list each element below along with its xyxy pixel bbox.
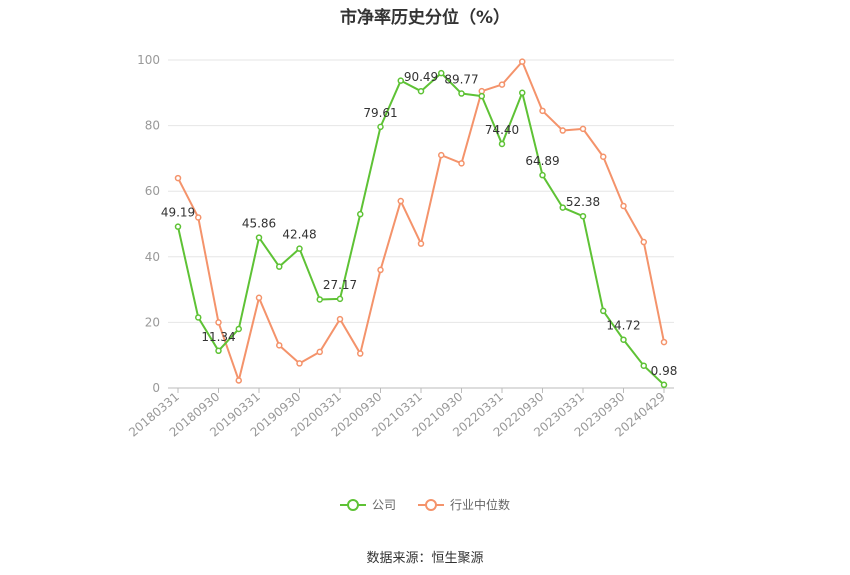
data-point-company: [519, 89, 526, 97]
legend-item-company[interactable]: 公司: [339, 496, 396, 513]
legend-item-industry[interactable]: 行业中位数: [418, 496, 510, 513]
data-label: 45.86: [242, 217, 276, 231]
data-point-company: [478, 92, 485, 100]
y-tick-label: 100: [137, 53, 160, 67]
data-point-industry: [498, 81, 506, 88]
data-point-industry: [539, 107, 546, 115]
data-point-industry: [357, 350, 364, 357]
data-label: 14.72: [606, 319, 640, 333]
data-point-industry: [579, 125, 587, 133]
data-label: 79.61: [363, 106, 397, 120]
data-point-industry: [215, 319, 222, 326]
data-point-company: [417, 87, 425, 95]
data-point-company: [660, 381, 668, 389]
y-tick-label: 40: [145, 250, 160, 264]
data-label: 89.77: [444, 73, 478, 87]
data-point-industry: [255, 294, 263, 302]
data-point-industry: [316, 348, 323, 356]
data-label: 11.34: [201, 330, 235, 344]
data-labels: 49.19 11.34 45.86 42.48 27.17 79.61 90.49 89.77…: [161, 70, 678, 378]
data-point-industry: [640, 238, 647, 246]
y-tick-label: 80: [145, 119, 160, 133]
data-point-company: [235, 325, 242, 333]
grid-lines: [168, 59, 674, 323]
data-point-industry: [276, 342, 283, 349]
data-label: 0.98: [651, 364, 678, 378]
legend: 公司 行业中位数: [0, 496, 850, 513]
data-point-company: [458, 90, 465, 97]
data-point-industry: [620, 202, 627, 210]
data-label: 52.38: [566, 195, 600, 209]
chart-title: 市净率历史分位（%）: [339, 8, 511, 28]
series-lines: [174, 58, 668, 389]
data-point-company: [255, 234, 263, 241]
legend-swatch-company: [339, 498, 366, 512]
data-point-company: [559, 204, 566, 211]
data-label: 74.40: [485, 123, 519, 137]
data-point-company: [195, 314, 202, 321]
legend-label-industry: 行业中位数: [450, 498, 511, 512]
data-point-company: [296, 245, 303, 252]
data-point-company: [174, 223, 182, 230]
data-point-industry: [377, 266, 384, 274]
data-point-company: [620, 336, 627, 343]
data-label: 64.89: [525, 154, 559, 168]
data-label: 42.48: [282, 228, 316, 242]
data-point-company: [438, 69, 445, 77]
data-label: 90.49: [404, 70, 438, 84]
data-point-company: [397, 77, 404, 84]
data-point-industry: [660, 338, 668, 346]
data-point-industry: [458, 160, 465, 167]
data-point-company: [316, 296, 323, 303]
y-tick-label: 20: [145, 315, 160, 329]
data-point-company: [600, 307, 607, 315]
data-point-industry: [438, 151, 445, 159]
data-point-company: [215, 347, 222, 355]
data-point-industry: [174, 174, 182, 182]
data-point-company: [336, 295, 344, 303]
data-point-company: [377, 123, 384, 131]
legend-swatch-industry: [418, 498, 444, 512]
axes: 0204060801002018033120180930201903312019…: [126, 53, 674, 440]
data-point-company: [498, 140, 506, 148]
data-source: 数据来源：恒生聚源: [366, 551, 484, 566]
y-tick-label: 0: [152, 381, 160, 395]
y-tick-label: 60: [145, 184, 160, 198]
data-point-industry: [397, 197, 404, 205]
data-point-company: [579, 212, 587, 220]
data-point-company: [640, 362, 647, 369]
legend-label-company: 公司: [371, 498, 396, 512]
data-point-company: [276, 263, 283, 270]
data-point-industry: [417, 240, 425, 247]
data-label: 49.19: [161, 206, 195, 220]
data-point-industry: [195, 214, 202, 221]
data-point-company: [539, 171, 546, 179]
data-label: 27.17: [323, 278, 357, 292]
data-point-industry: [559, 127, 566, 134]
data-point-industry: [336, 315, 344, 323]
data-point-industry: [296, 360, 303, 367]
data-point-industry: [235, 377, 242, 384]
data-point-company: [357, 210, 364, 218]
data-point-industry: [519, 58, 526, 65]
data-point-industry: [600, 153, 607, 161]
